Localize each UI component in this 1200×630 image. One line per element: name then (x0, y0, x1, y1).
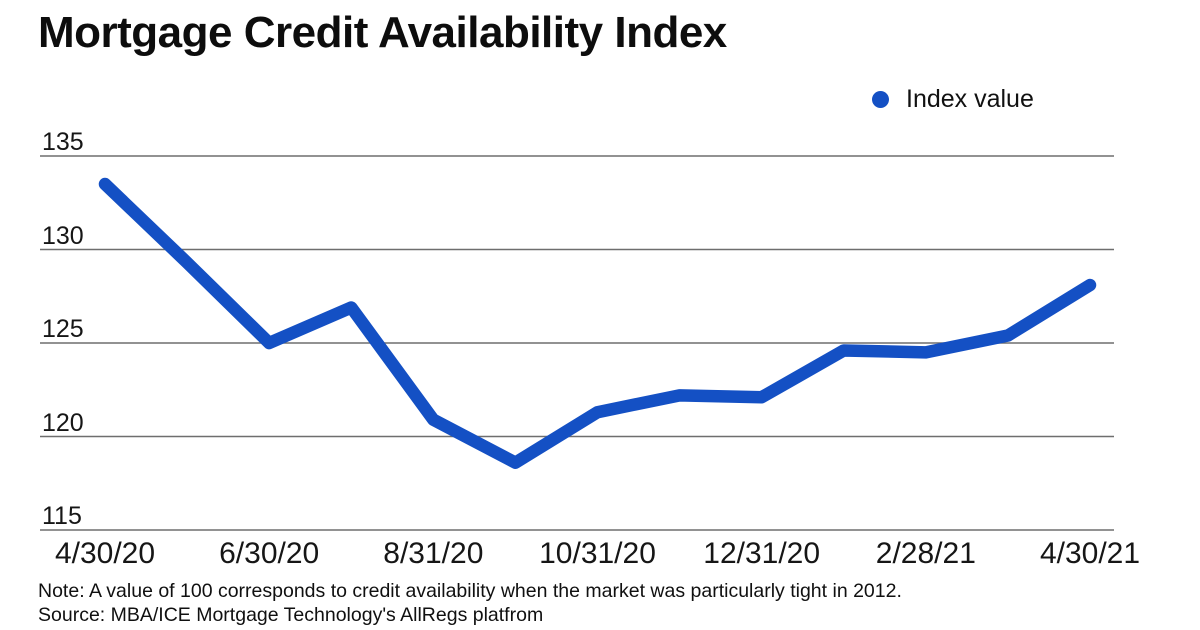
x-tick-label: 2/28/21 (875, 537, 976, 570)
y-tick-label: 130 (42, 221, 84, 250)
footnotes: Note: A value of 100 corresponds to cred… (38, 579, 902, 627)
legend-label: Index value (906, 85, 1034, 113)
x-tick-label: 12/31/20 (703, 537, 821, 570)
x-tick-label: 6/30/20 (219, 537, 320, 570)
source-text: Source: MBA/ICE Mortgage Technology's Al… (38, 604, 544, 626)
x-tick-label: 4/30/20 (54, 537, 156, 570)
chart-title: Mortgage Credit Availability Index (38, 8, 727, 57)
y-tick-label: 135 (42, 128, 84, 156)
x-tick-label: 8/31/20 (383, 537, 484, 570)
x-tick-label: 10/31/20 (539, 537, 656, 570)
x-tick-label: 4/30/21 (1039, 537, 1141, 570)
index-value-series-line (98, 177, 1097, 469)
y-tick-label: 115 (42, 502, 82, 530)
y-tick-label: 120 (42, 408, 84, 437)
legend-marker-icon (872, 91, 889, 108)
note-text: Note: A value of 100 corresponds to cred… (38, 580, 902, 602)
legend: Index value (872, 85, 1034, 114)
y-tick-label: 125 (42, 315, 84, 343)
